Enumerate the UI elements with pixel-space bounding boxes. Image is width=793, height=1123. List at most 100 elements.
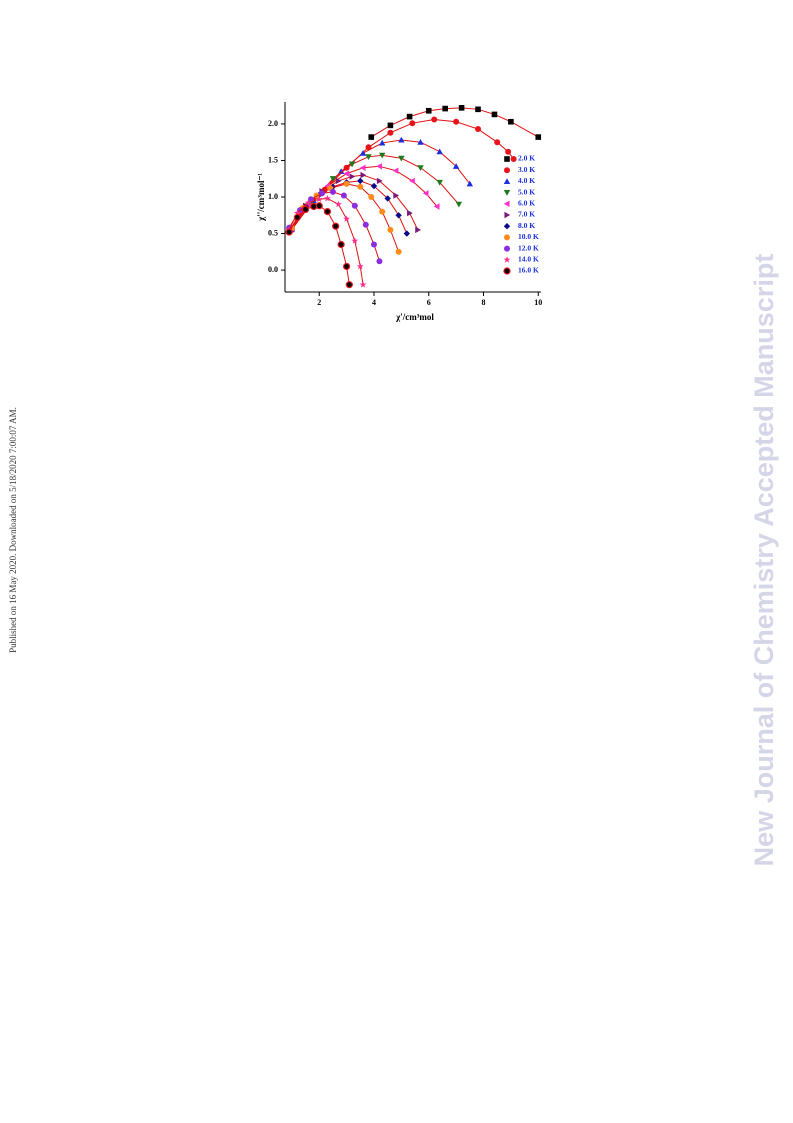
data-point: [365, 144, 372, 151]
data-point: [337, 240, 345, 249]
data-point: [318, 190, 325, 197]
data-point: [475, 106, 481, 113]
data-point: [387, 129, 394, 136]
data-point: [356, 262, 364, 270]
data-point: [452, 163, 460, 169]
data-point: [362, 221, 369, 228]
data-point: [379, 208, 386, 215]
data-point: [407, 209, 413, 217]
data-point: [425, 107, 432, 114]
data-point: [301, 205, 310, 214]
x-tick-label: 8: [482, 298, 486, 307]
data-point: [442, 105, 448, 112]
data-point: [491, 111, 498, 118]
legend-label: 7.0 K: [518, 210, 535, 219]
data-point: [395, 248, 402, 255]
sidebar-text: Published on 16 May 2020. Downloaded on …: [8, 407, 18, 653]
data-point: [351, 237, 359, 244]
legend-label: 4.0 K: [518, 176, 535, 185]
data-point: [455, 201, 463, 208]
data-point: [304, 199, 312, 206]
data-point: [398, 155, 405, 162]
data-point: [359, 149, 367, 156]
legend-label: 12.0 K: [518, 243, 539, 252]
data-point: [334, 200, 342, 208]
legend-marker: [503, 190, 511, 196]
y-tick-label: 1.5: [268, 155, 278, 164]
data-point: [357, 177, 364, 185]
data-point: [395, 212, 402, 219]
data-point: [376, 177, 383, 185]
data-point: [345, 281, 353, 289]
data-point: [417, 165, 424, 171]
data-point: [422, 190, 429, 197]
legend-label: 8.0 K: [518, 221, 535, 230]
data-point: [417, 138, 424, 145]
legend-label: 3.0 K: [518, 165, 535, 174]
data-point: [329, 188, 336, 195]
data-point: [415, 226, 421, 234]
data-point: [378, 152, 386, 159]
data-point: [360, 171, 367, 179]
data-point: [370, 241, 377, 248]
legend-marker: [503, 178, 511, 184]
legend-marker: [504, 245, 510, 252]
legend-label: 16.0 K: [518, 266, 539, 275]
data-point: [343, 262, 351, 271]
data-point: [315, 202, 323, 210]
data-point: [466, 180, 474, 187]
data-point: [343, 180, 350, 187]
data-point: [329, 176, 337, 182]
data-point: [453, 118, 460, 125]
legend-marker: [503, 223, 511, 230]
data-point: [337, 168, 345, 174]
data-point: [370, 182, 378, 190]
data-point: [393, 192, 400, 199]
data-point: [324, 194, 331, 202]
data-point: [343, 170, 350, 177]
data-point: [376, 258, 383, 265]
y-tick-label: 0.5: [268, 228, 278, 237]
data-point: [293, 213, 301, 222]
legend-marker: [503, 267, 511, 275]
data-point: [535, 134, 542, 140]
data-point: [357, 183, 364, 190]
x-axis-label: χ'/cm³mol: [395, 312, 434, 322]
x-tick-label: 4: [372, 298, 376, 307]
data-point: [387, 226, 394, 233]
data-point: [308, 196, 315, 203]
data-point: [315, 195, 323, 203]
data-point: [458, 105, 465, 111]
data-point: [343, 215, 351, 222]
data-point: [387, 122, 394, 129]
data-point: [359, 281, 367, 288]
data-point: [436, 148, 443, 155]
legend-marker: [504, 234, 510, 241]
data-point: [409, 120, 416, 127]
y-tick-label: 0.0: [268, 265, 278, 274]
data-point: [510, 156, 517, 162]
data-point: [368, 194, 375, 200]
data-point: [359, 164, 366, 171]
data-point: [365, 154, 372, 161]
data-point: [433, 203, 440, 210]
data-point: [349, 173, 356, 180]
fit-line: [370, 107, 539, 138]
data-point: [348, 161, 356, 168]
data-point: [475, 126, 482, 133]
y-axis-label: χ''/cm³mol⁻¹: [256, 173, 266, 222]
data-point: [436, 179, 443, 186]
data-point: [494, 139, 501, 146]
legend-marker: [503, 256, 511, 263]
watermark: New Journal of Chemistry Accepted Manusc…: [749, 254, 779, 867]
data-point: [403, 230, 411, 237]
data-point: [293, 209, 301, 216]
x-tick-label: 2: [317, 298, 321, 307]
x-tick-label: 10: [534, 298, 542, 307]
data-point: [285, 228, 293, 236]
data-point: [332, 222, 340, 230]
legend-marker: [504, 156, 510, 162]
legend-label: 6.0 K: [518, 199, 535, 208]
x-tick-label: 6: [427, 298, 431, 307]
